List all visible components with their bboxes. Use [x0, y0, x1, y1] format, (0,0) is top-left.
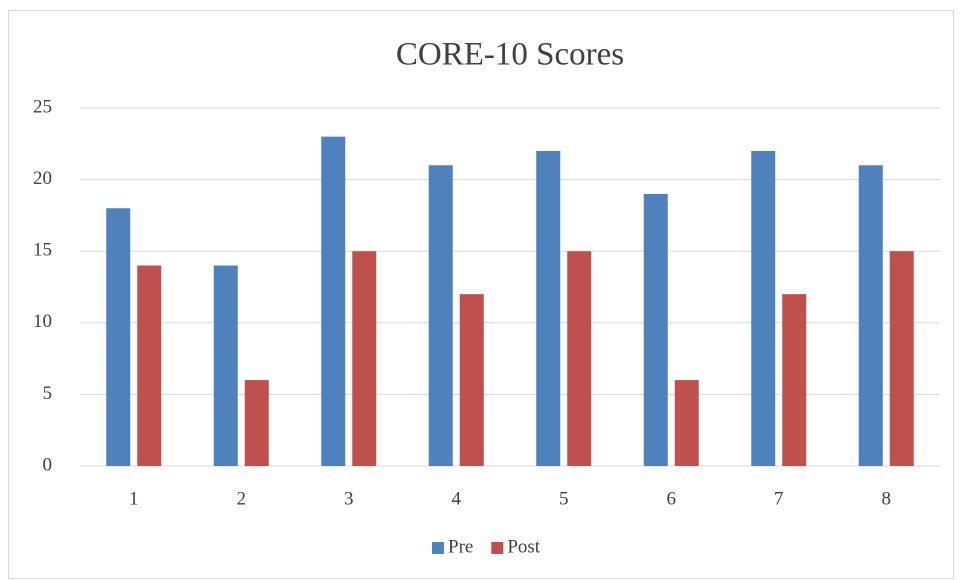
x-tick-label: 2 — [237, 488, 247, 509]
chart-title: CORE-10 Scores — [396, 37, 624, 73]
x-tick-label: 8 — [882, 488, 892, 509]
x-tick-label: 6 — [667, 488, 677, 509]
bar — [106, 208, 131, 467]
x-tick-label: 1 — [129, 488, 139, 509]
bar — [352, 251, 377, 466]
bar — [244, 380, 269, 466]
x-tick-label: 7 — [774, 488, 784, 509]
bar — [674, 380, 699, 466]
bar — [782, 294, 807, 466]
bar — [567, 251, 592, 466]
bar — [459, 294, 484, 466]
bar — [321, 136, 346, 466]
legend-swatch — [432, 542, 444, 554]
y-tick-label: 15 — [33, 240, 52, 261]
bar — [751, 150, 776, 466]
y-tick-label: 5 — [43, 383, 53, 404]
x-tick-label: 5 — [559, 488, 569, 509]
y-tick-label: 20 — [33, 168, 52, 189]
bar — [889, 251, 914, 466]
bar — [858, 165, 883, 466]
x-tick-label: 3 — [344, 488, 354, 509]
legend-label: Pre — [448, 536, 473, 557]
bar — [137, 265, 162, 466]
bar — [428, 165, 453, 466]
y-tick-label: 25 — [33, 96, 52, 117]
bar — [536, 150, 561, 466]
bar — [213, 265, 238, 466]
legend-label: Post — [507, 536, 540, 557]
y-tick-label: 10 — [33, 311, 52, 332]
y-tick-label: 0 — [43, 454, 53, 475]
x-tick-label: 4 — [452, 488, 462, 509]
bar — [643, 193, 668, 467]
legend-swatch — [491, 542, 504, 554]
